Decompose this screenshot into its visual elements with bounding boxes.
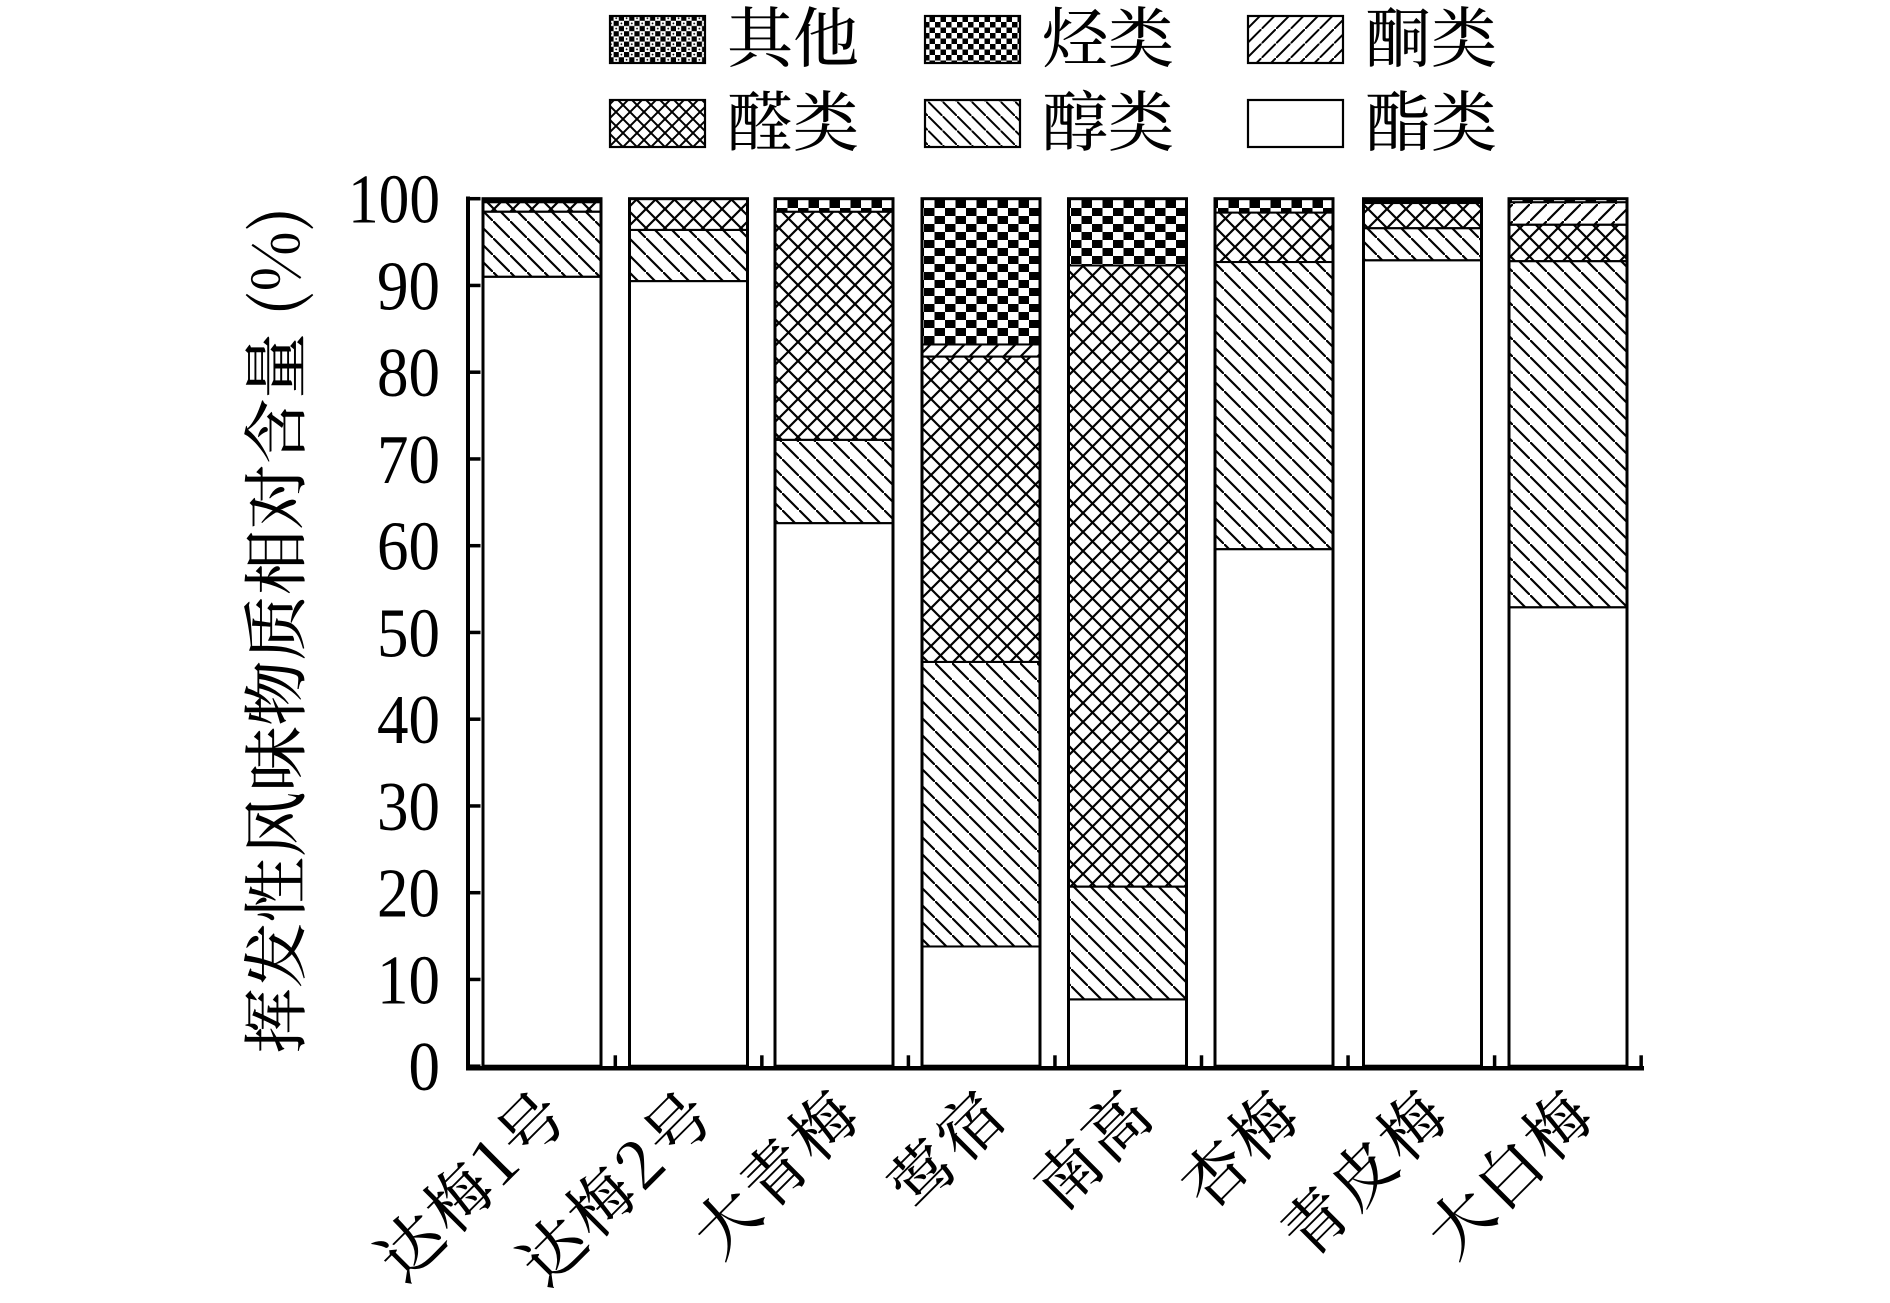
svg-text:0: 0: [409, 1029, 441, 1106]
svg-text:70: 70: [377, 422, 440, 499]
svg-text:50: 50: [377, 596, 440, 673]
svg-text:20: 20: [377, 856, 440, 933]
svg-text:100: 100: [348, 162, 440, 239]
svg-text:10: 10: [377, 943, 440, 1020]
svg-text:60: 60: [377, 509, 440, 586]
svg-text:90: 90: [377, 248, 440, 325]
svg-text:30: 30: [377, 769, 440, 846]
svg-text:80: 80: [377, 335, 440, 412]
svg-text:40: 40: [377, 682, 440, 759]
